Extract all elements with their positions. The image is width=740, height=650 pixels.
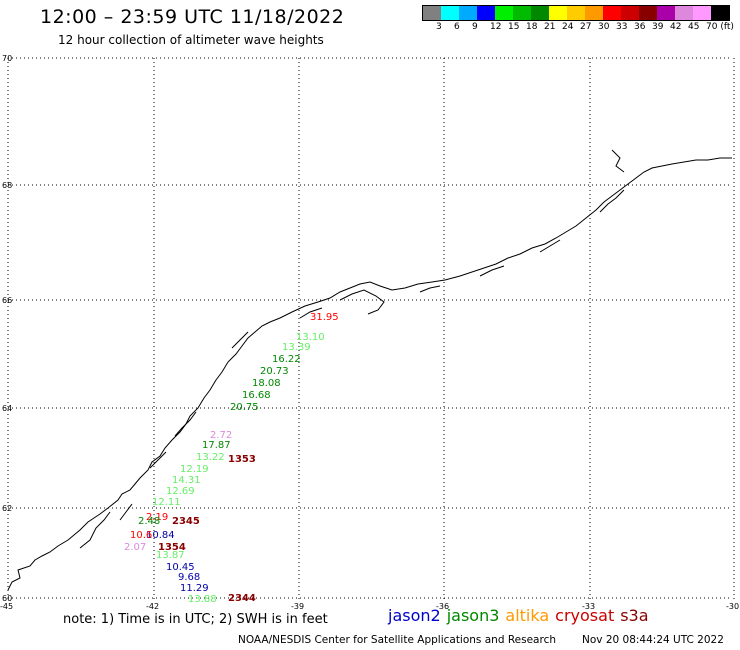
longitude-label: -39 <box>291 602 304 611</box>
color-scale-label: 9 <box>472 22 478 32</box>
wave-height-value: 20.75 <box>230 402 259 413</box>
color-scale-label: 33 <box>616 22 628 32</box>
color-swatch <box>477 6 495 20</box>
latitude-label: 66 <box>2 296 12 305</box>
satellite-legend: jason2 jason3 altika cryosat s3a <box>388 606 655 625</box>
color-swatch <box>459 6 477 20</box>
footnote: note: 1) Time is in UTC; 2) SWH is in fe… <box>63 612 328 627</box>
credit-line: NOAA/NESDIS Center for Satellite Applica… <box>238 634 556 646</box>
color-scale-label: 21 <box>544 22 556 32</box>
color-swatch <box>585 6 603 20</box>
color-scale-label: 70 (ft) <box>706 22 734 32</box>
color-scale-label: 15 <box>508 22 520 32</box>
wave-height-value: 13.39 <box>282 342 311 353</box>
wave-height-value: 2.19 <box>146 512 168 523</box>
wave-height-value: 12.19 <box>180 464 209 475</box>
wave-height-value: 10.45 <box>166 562 195 573</box>
color-scale-label: 42 <box>670 22 682 32</box>
color-scale-label: 27 <box>580 22 592 32</box>
wave-height-value: 31.95 <box>310 312 339 323</box>
color-scale-labels: 3 6 9 12 15 18 21 24 27 30 33 36 39 42 45 70 (ft) <box>422 22 740 34</box>
latitude-label: 64 <box>2 404 12 413</box>
wave-height-value: 13.87 <box>156 550 185 561</box>
color-swatch <box>423 6 441 20</box>
color-swatch <box>549 6 567 20</box>
latitude-label: 60 <box>2 594 12 603</box>
wave-height-value: 2344 <box>228 593 256 604</box>
color-swatch <box>495 6 513 20</box>
color-scale-label: 45 <box>688 22 700 32</box>
wave-height-value: 13.22 <box>196 452 225 463</box>
color-swatch <box>657 6 675 20</box>
color-scale-label: 6 <box>454 22 460 32</box>
wave-height-value: 12.11 <box>152 497 181 508</box>
color-swatch <box>441 6 459 20</box>
color-scale-label: 30 <box>598 22 610 32</box>
latitude-label: 62 <box>2 504 12 513</box>
color-scale-label: 39 <box>652 22 664 32</box>
legend-entry-cryosat: cryosat <box>555 606 615 625</box>
latitude-label: 68 <box>2 181 12 190</box>
latitude-label: 70 <box>2 54 12 63</box>
wave-height-value: 16.68 <box>242 390 271 401</box>
wave-height-value: 10.84 <box>146 530 175 541</box>
color-swatch <box>603 6 621 20</box>
wave-height-value: 9.68 <box>178 572 200 583</box>
longitude-label: -30 <box>726 602 739 611</box>
wave-height-value: 12.69 <box>166 486 195 497</box>
wave-height-value: 2.07 <box>124 542 146 553</box>
wave-height-value: 2.48 <box>138 516 160 527</box>
lat-lon-grid: 70 68 66 64 62 60-45 -42 -39 -36 -33 -30 <box>0 54 739 611</box>
longitude-label: -42 <box>146 602 159 611</box>
wave-height-value: 10.6 <box>130 530 152 541</box>
longitude-label: -45 <box>0 602 13 611</box>
greenland-coastline-detail <box>79 149 625 549</box>
wave-height-value: 18.08 <box>252 378 281 389</box>
color-swatch <box>621 6 639 20</box>
wave-height-value: 13.88 <box>188 594 217 605</box>
color-scale-label: 3 <box>436 22 442 32</box>
color-scale-bar <box>422 5 730 21</box>
legend-entry-jason2: jason2 <box>388 606 441 625</box>
wave-height-value: 1353 <box>228 454 256 465</box>
color-swatch <box>675 6 693 20</box>
wave-height-value: 17.87 <box>202 440 231 451</box>
color-swatch <box>567 6 585 20</box>
longitude-label: -33 <box>582 602 595 611</box>
wave-height-value: 2.72 <box>210 430 232 441</box>
generated-timestamp: Nov 20 08:44:24 UTC 2022 <box>582 634 724 646</box>
color-swatch <box>531 6 549 20</box>
wave-height-value: 1354 <box>158 542 186 553</box>
color-swatch <box>711 6 729 20</box>
wave-height-value: 2345 <box>172 516 200 527</box>
wave-height-value: 16.22 <box>272 354 301 365</box>
greenland-coastline <box>7 157 732 591</box>
legend-entry-altika: altika <box>505 606 550 625</box>
color-scale-label: 12 <box>490 22 502 32</box>
legend-entry-jason3: jason3 <box>446 606 500 625</box>
wave-height-labels: 31.95 13.1013.3916.2220.7318.0816.6820.75… <box>124 312 339 605</box>
color-swatch <box>513 6 531 20</box>
map-subtitle: 12 hour collection of altimeter wave hei… <box>58 33 324 47</box>
color-scale-label: 18 <box>526 22 538 32</box>
wave-height-value: 13.10 <box>296 332 325 343</box>
wave-height-value: 11.29 <box>180 583 209 594</box>
legend-entry-s3a: s3a <box>620 606 649 625</box>
longitude-label: -36 <box>436 602 449 611</box>
color-swatch <box>693 6 711 20</box>
color-scale-label: 36 <box>634 22 646 32</box>
map-title: 12:00 – 23:59 UTC 11/18/2022 <box>40 6 345 28</box>
wave-height-value: 20.73 <box>260 366 289 377</box>
color-scale-label: 24 <box>562 22 574 32</box>
wave-height-value: 14.31 <box>172 475 201 486</box>
color-swatch <box>639 6 657 20</box>
